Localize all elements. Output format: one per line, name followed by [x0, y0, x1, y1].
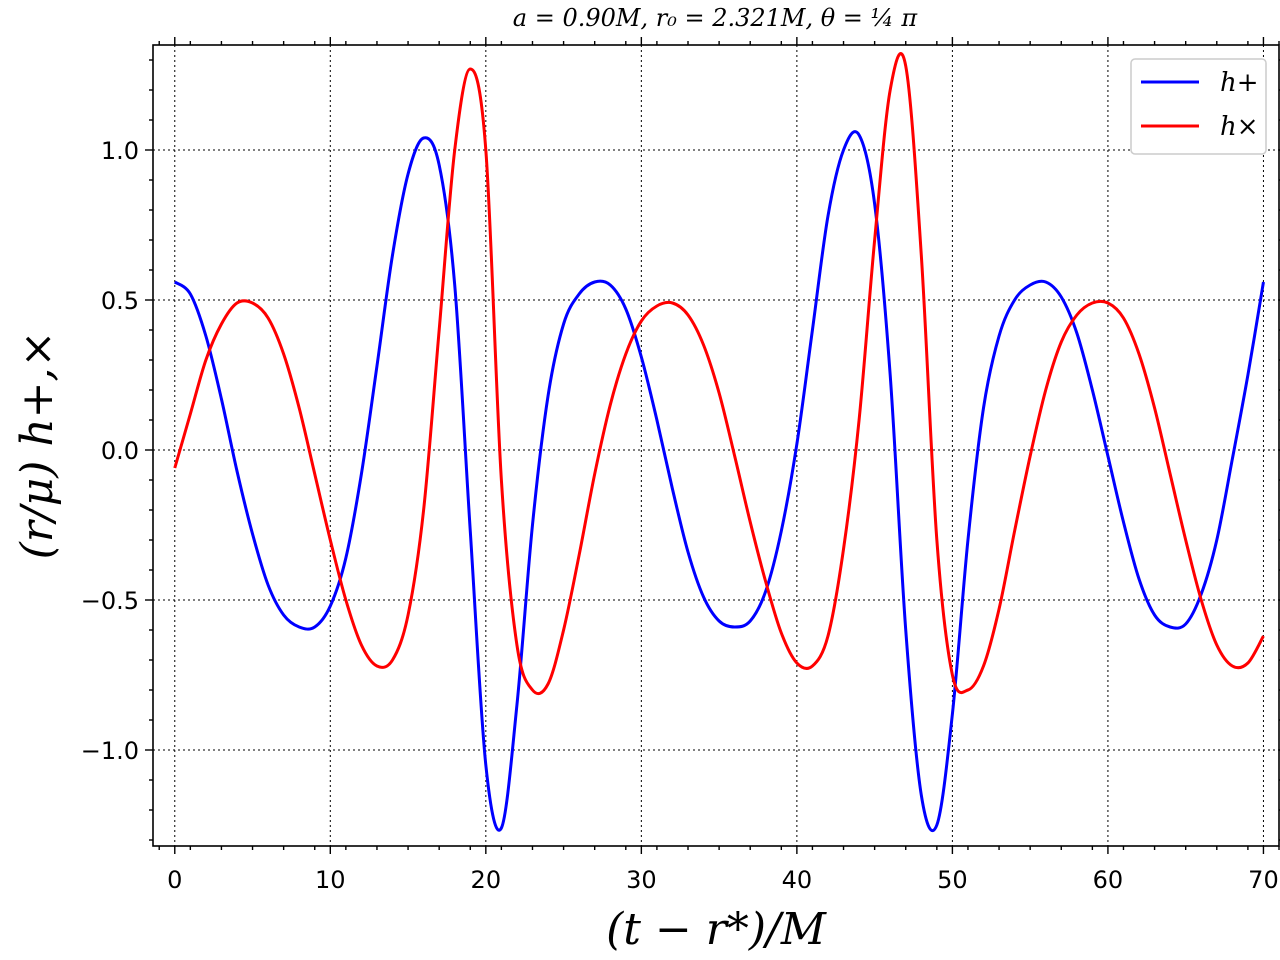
y-tick-label: 0.0	[101, 437, 139, 465]
y-tick-label: 1.0	[101, 137, 139, 165]
y-tick-label: −0.5	[81, 587, 139, 615]
series-line-h-cross	[173, 52, 1265, 696]
chart-title: a = 0.90M, r₀ = 2.321M, θ = ¼ π	[513, 4, 919, 32]
y-tick-label: 0.5	[101, 287, 139, 315]
x-tick-label: 0	[167, 866, 182, 894]
grid	[153, 45, 1279, 846]
series-line-h-plus	[173, 130, 1265, 833]
y-axis-label: (r/μ) h+,×	[12, 331, 63, 560]
x-tick-label: 50	[937, 866, 968, 894]
legend-label-h-cross: h×	[1220, 112, 1259, 142]
y-tick-label: −1.0	[81, 737, 139, 765]
x-tick-label: 70	[1248, 866, 1279, 894]
axis-ticks: 0 10 20 30 40 50 60 70 −1.0 −0.5 0.0 0.5 1.0	[81, 37, 1280, 894]
legend: h+ h×	[1130, 58, 1267, 155]
x-axis-label: (t − r*)/M	[606, 904, 827, 955]
plot-area-frame	[152, 44, 1280, 847]
x-tick-label: 20	[471, 866, 502, 894]
x-tick-label: 10	[315, 866, 346, 894]
x-tick-label: 60	[1093, 866, 1124, 894]
x-tick-label: 40	[782, 866, 813, 894]
legend-label-h-plus: h+	[1220, 68, 1259, 98]
x-tick-label: 30	[626, 866, 657, 894]
series-layer	[173, 52, 1265, 833]
